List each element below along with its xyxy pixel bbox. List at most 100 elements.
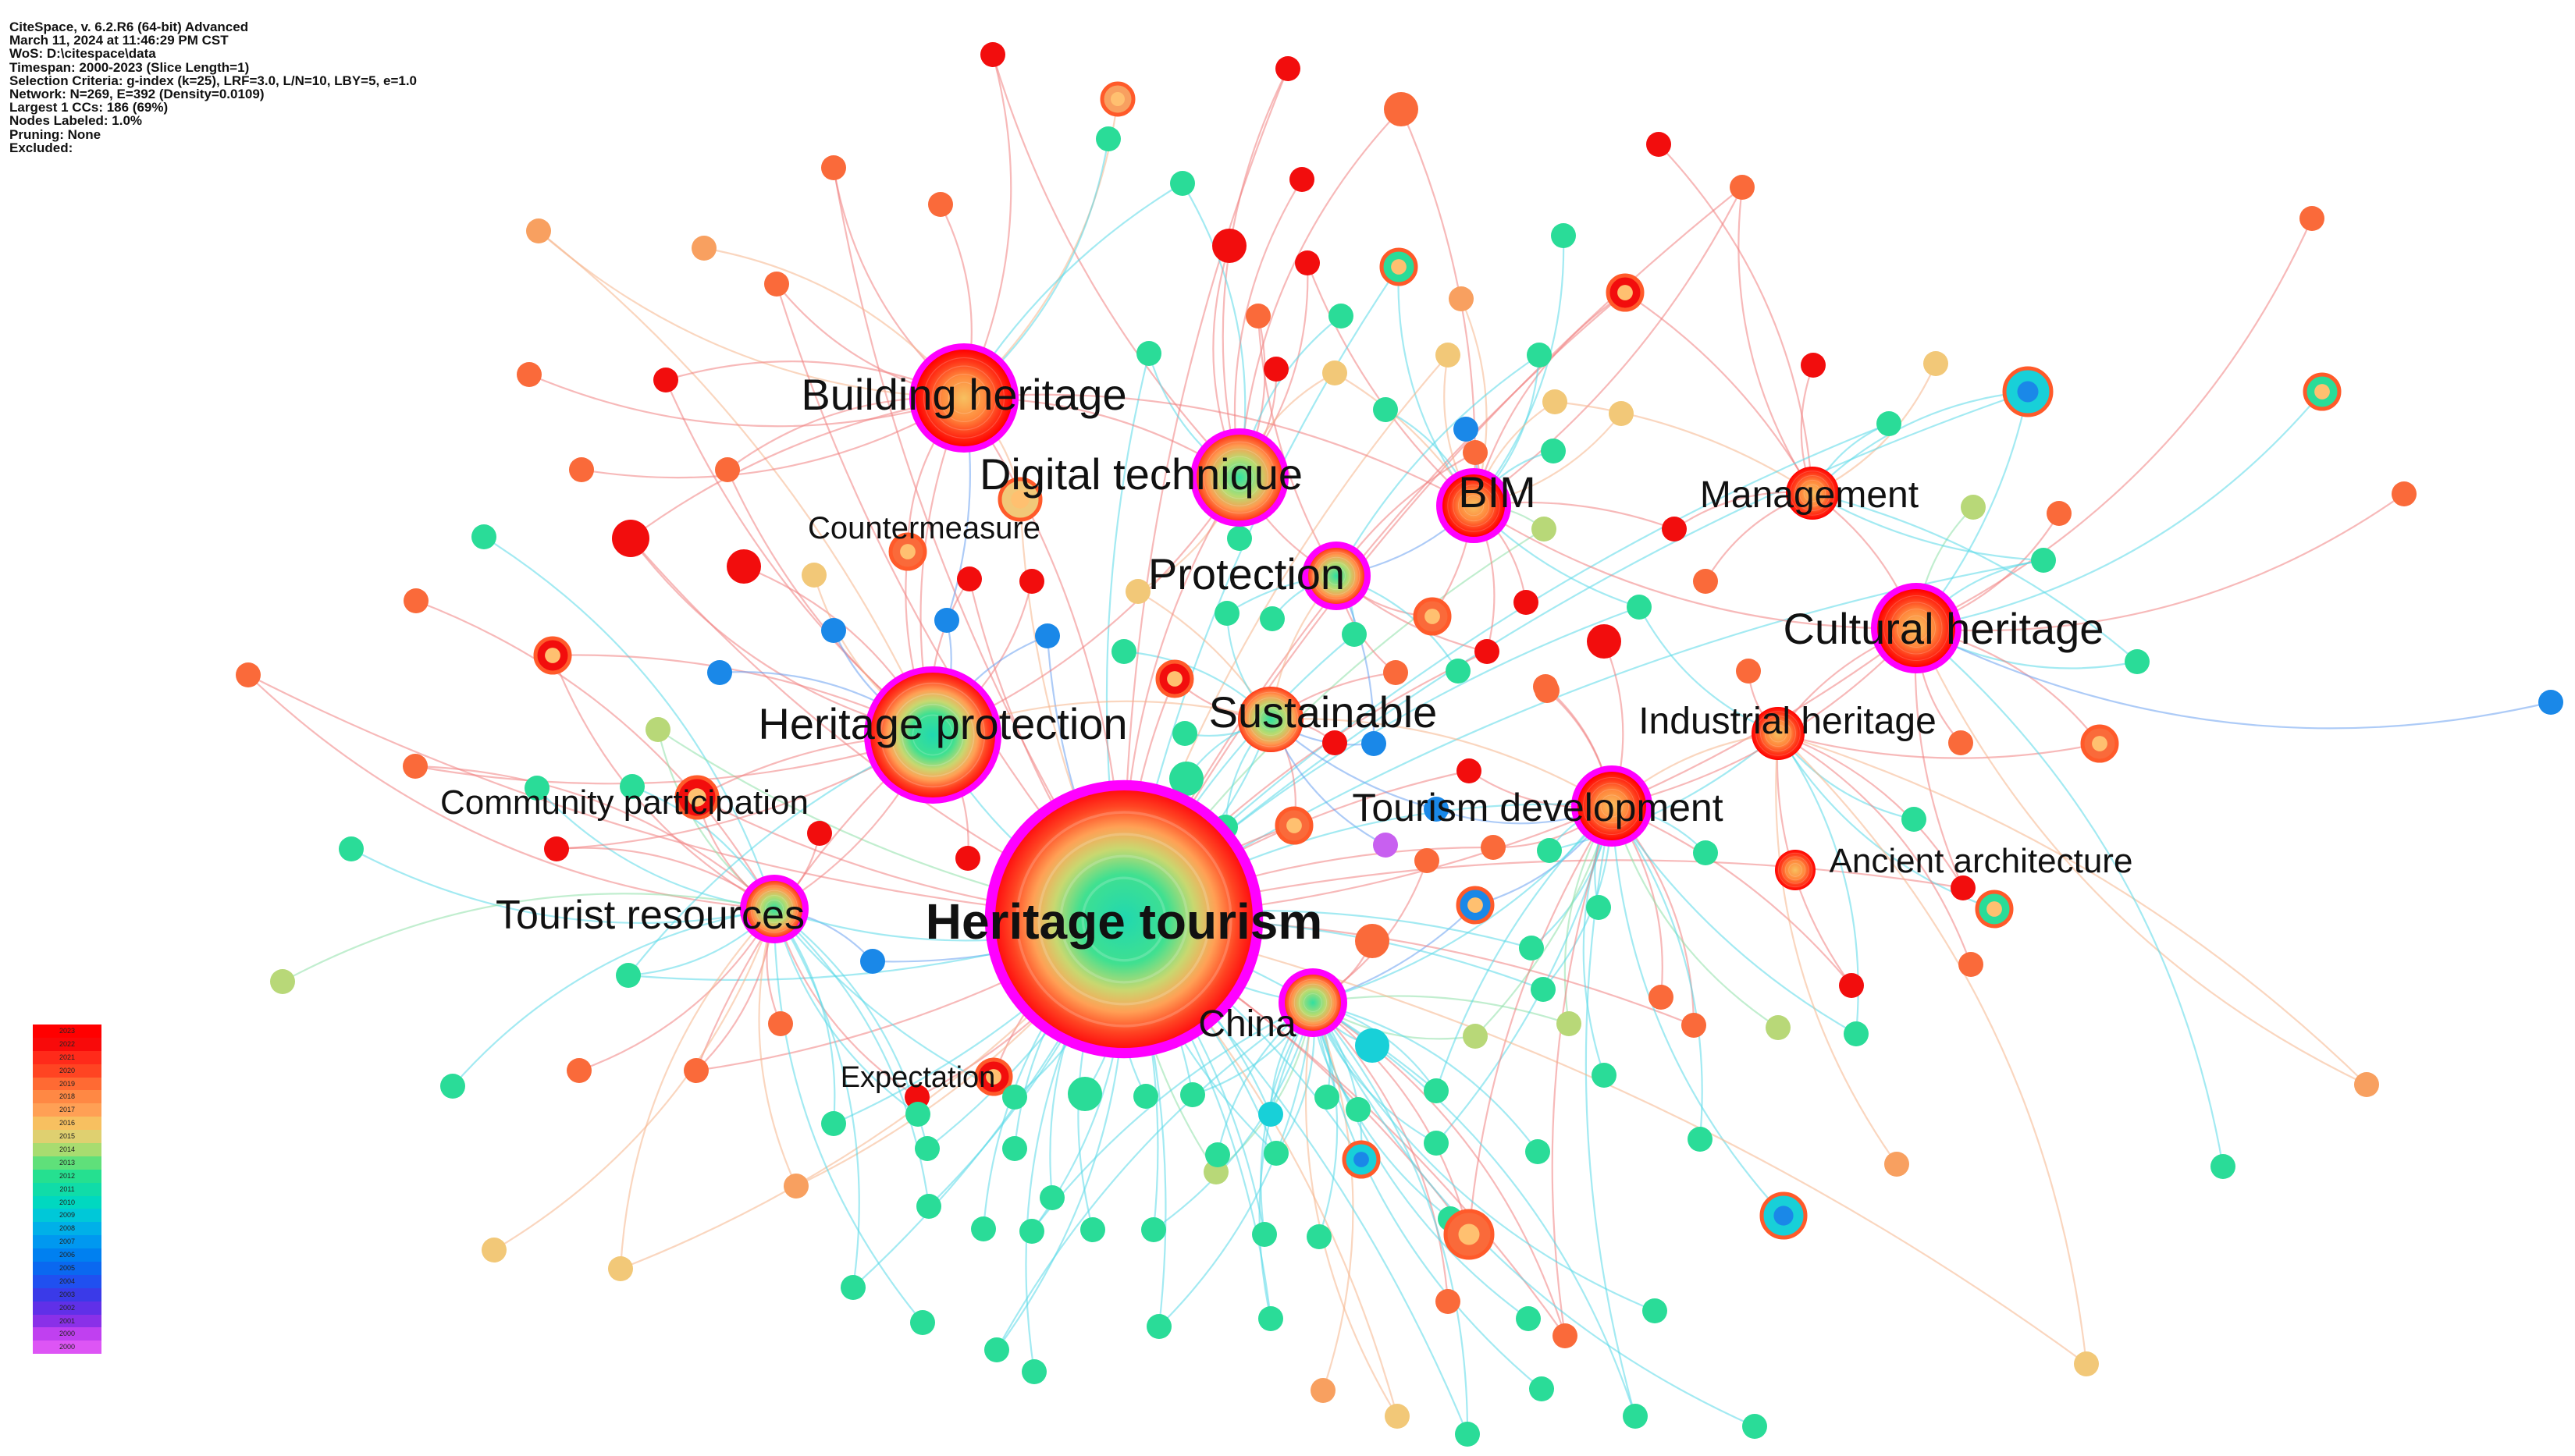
keyword-node[interactable] (1901, 807, 1926, 832)
keyword-node[interactable] (1463, 440, 1488, 465)
keyword-node[interactable] (1531, 517, 1556, 542)
keyword-node[interactable] (984, 1337, 1009, 1362)
keyword-node[interactable] (1002, 1136, 1027, 1161)
keyword-node[interactable] (1948, 730, 1973, 755)
keyword-node[interactable] (1876, 411, 1901, 436)
keyword-node[interactable] (1355, 924, 1389, 958)
keyword-node[interactable] (1688, 1127, 1713, 1152)
keyword-node[interactable] (1328, 304, 1353, 328)
keyword-node[interactable] (2299, 206, 2324, 231)
keyword-node[interactable] (1681, 1013, 1706, 1038)
keyword-node[interactable] (1592, 1063, 1616, 1088)
keyword-node[interactable] (1080, 1217, 1105, 1242)
keyword-node[interactable] (980, 42, 1005, 67)
keyword-node[interactable] (1627, 595, 1652, 620)
keyword-node[interactable] (471, 524, 496, 549)
keyword-node[interactable] (1385, 1404, 1410, 1429)
keyword-node[interactable] (1295, 250, 1320, 275)
keyword-node[interactable] (768, 1011, 793, 1036)
keyword-node[interactable] (1096, 126, 1121, 151)
keyword-node[interactable] (1766, 1015, 1791, 1040)
keyword-node[interactable] (1258, 1306, 1283, 1331)
keyword-node[interactable] (1646, 132, 1671, 157)
hub-keyword-node[interactable] (1877, 589, 1955, 667)
keyword-node[interactable] (1346, 1097, 1371, 1122)
keyword-node[interactable] (403, 754, 428, 779)
keyword-node[interactable] (1446, 659, 1471, 684)
keyword-node[interactable] (517, 362, 542, 387)
keyword-node[interactable] (1264, 357, 1289, 382)
keyword-node[interactable] (1463, 1024, 1488, 1049)
keyword-node[interactable] (1275, 56, 1300, 81)
keyword-node[interactable] (1022, 1359, 1047, 1384)
keyword-node[interactable] (784, 1174, 809, 1199)
keyword-node[interactable] (684, 1058, 709, 1083)
keyword-node[interactable] (802, 563, 827, 588)
keyword-node[interactable] (1322, 360, 1347, 385)
keyword-node[interactable] (1068, 1077, 1102, 1111)
hub-keyword-node[interactable] (1752, 707, 1805, 760)
keyword-node[interactable] (1529, 1376, 1554, 1401)
keyword-node[interactable] (1958, 952, 1983, 977)
keyword-node[interactable] (1537, 838, 1562, 863)
keyword-node[interactable] (1474, 639, 1499, 664)
keyword-node[interactable] (1542, 389, 1567, 414)
keyword-node[interactable] (1246, 304, 1271, 328)
keyword-node[interactable] (1730, 175, 1755, 200)
keyword-node[interactable] (2538, 690, 2563, 715)
hub-keyword-node[interactable] (916, 350, 1012, 446)
keyword-node[interactable] (620, 774, 645, 799)
keyword-node[interactable] (1019, 569, 1044, 594)
keyword-node[interactable] (1355, 1028, 1389, 1063)
keyword-node[interactable] (1455, 1422, 1480, 1447)
hub-keyword-node[interactable] (1775, 850, 1816, 890)
keyword-node[interactable] (1040, 1185, 1065, 1210)
keyword-node[interactable] (1342, 622, 1367, 647)
keyword-node[interactable] (1035, 623, 1060, 648)
keyword-node[interactable] (1215, 601, 1239, 626)
keyword-node[interactable] (1414, 848, 1439, 873)
hub-keyword-node[interactable] (1442, 474, 1505, 537)
keyword-node[interactable] (270, 969, 295, 994)
keyword-node[interactable] (1205, 1142, 1230, 1167)
keyword-node[interactable] (440, 1074, 465, 1099)
keyword-node[interactable] (910, 1310, 935, 1335)
keyword-node[interactable] (1551, 223, 1576, 248)
keyword-node[interactable] (1002, 1085, 1027, 1110)
keyword-node[interactable] (1307, 1224, 1332, 1249)
keyword-node[interactable] (1951, 875, 1976, 900)
keyword-node[interactable] (1019, 1219, 1044, 1244)
keyword-node[interactable] (905, 1102, 930, 1127)
hub-keyword-node[interactable] (746, 881, 802, 937)
keyword-node[interactable] (1264, 1141, 1289, 1166)
hub-keyword-node[interactable] (1786, 467, 1839, 520)
keyword-node[interactable] (915, 1136, 940, 1161)
keyword-node[interactable] (1481, 835, 1506, 860)
keyword-node[interactable] (1456, 758, 1481, 783)
keyword-node[interactable] (569, 457, 594, 482)
keyword-node[interactable] (1424, 797, 1449, 822)
keyword-node[interactable] (236, 662, 261, 687)
keyword-node[interactable] (612, 520, 649, 557)
keyword-node[interactable] (1227, 526, 1252, 551)
keyword-node[interactable] (1648, 985, 1673, 1010)
keyword-node[interactable] (1623, 1404, 1648, 1429)
keyword-node[interactable] (646, 717, 670, 742)
keyword-node[interactable] (821, 1111, 846, 1136)
keyword-node[interactable] (841, 1275, 866, 1300)
keyword-node[interactable] (1289, 167, 1314, 192)
keyword-node[interactable] (928, 192, 953, 217)
keyword-node[interactable] (1662, 517, 1687, 542)
keyword-node[interactable] (955, 846, 980, 871)
keyword-node[interactable] (2392, 481, 2417, 506)
keyword-node[interactable] (1541, 439, 1566, 463)
keyword-node[interactable] (1453, 417, 1478, 442)
keyword-node[interactable] (1133, 1084, 1158, 1109)
keyword-node[interactable] (1839, 973, 1864, 998)
keyword-node[interactable] (1513, 590, 1538, 615)
keyword-node[interactable] (1801, 353, 1826, 378)
keyword-node[interactable] (1172, 721, 1197, 746)
keyword-node[interactable] (821, 618, 846, 643)
keyword-node[interactable] (2047, 501, 2072, 526)
keyword-node[interactable] (1884, 1152, 1909, 1177)
